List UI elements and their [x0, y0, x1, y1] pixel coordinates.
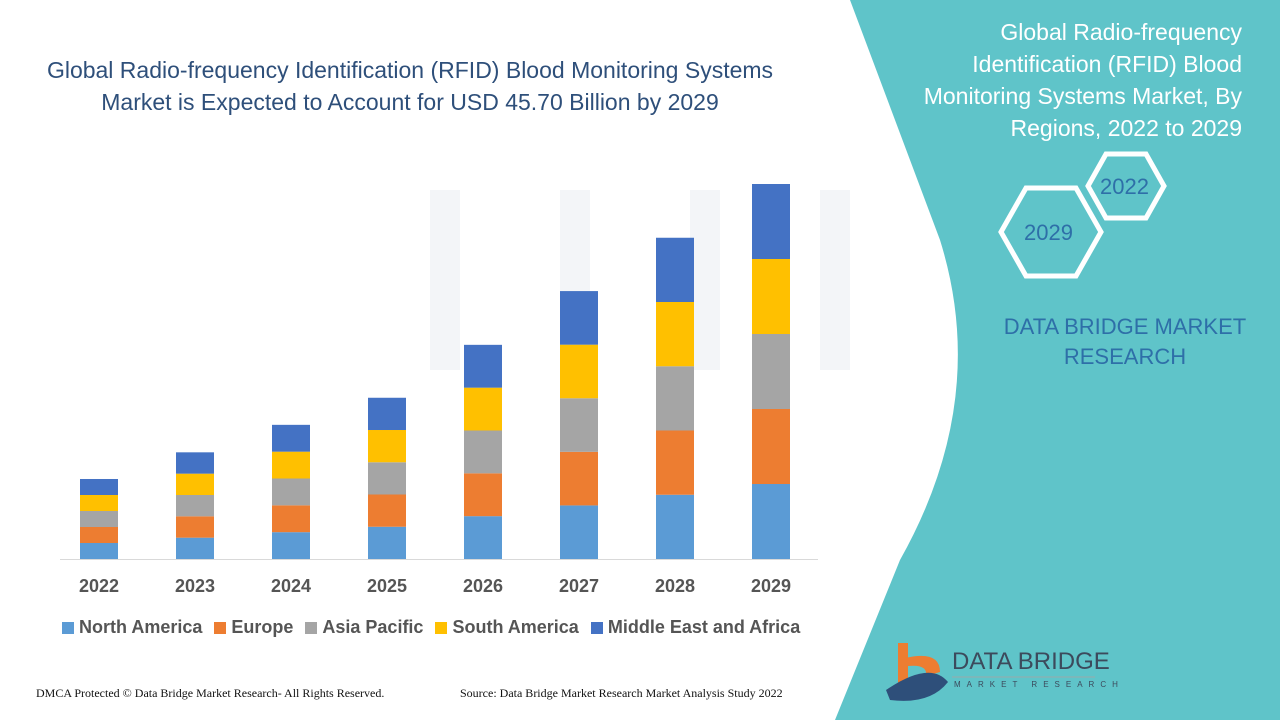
- bar-segment: [464, 344, 502, 388]
- legend-item: Middle East and Africa: [590, 617, 801, 638]
- x-tick-label: 2027: [559, 576, 599, 596]
- hex-label-start: 2022: [1100, 174, 1149, 199]
- bar-segment: [656, 237, 694, 302]
- bar-segment: [80, 526, 118, 543]
- legend-swatch: [62, 621, 74, 634]
- hex-label-end: 2029: [1024, 220, 1073, 245]
- bar-segment: [272, 424, 310, 452]
- bar-segment: [656, 494, 694, 559]
- bar-segment: [80, 494, 118, 511]
- bar-segment: [368, 397, 406, 431]
- bar-segment: [368, 494, 406, 527]
- logo-subtitle: MARKET RESEARCH: [954, 680, 1124, 689]
- bar-segment: [752, 259, 790, 334]
- bar-segment: [368, 462, 406, 495]
- legend-item: South America: [435, 617, 579, 638]
- side-panel: [835, 0, 1280, 720]
- x-tick-label: 2024: [271, 576, 311, 596]
- brand-text: DATA BRIDGE MARKET RESEARCH: [1003, 314, 1247, 369]
- bar-segment: [176, 516, 214, 538]
- x-tick-label: 2022: [79, 576, 119, 596]
- bar-segment: [80, 478, 118, 495]
- bar-segment: [560, 344, 598, 399]
- bar-segment: [560, 505, 598, 559]
- bar-segment: [176, 537, 214, 559]
- side-panel-title: Global Radio-frequency Identification (R…: [923, 19, 1242, 141]
- page-title: Global Radio-frequency Identification (R…: [46, 57, 774, 115]
- x-tick-label: 2029: [751, 576, 791, 596]
- watermark: [430, 190, 850, 370]
- bar-segment: [656, 301, 694, 367]
- bar-segment: [176, 494, 214, 517]
- footer-copyright: DMCA Protected © Data Bridge Market Rese…: [36, 686, 385, 700]
- x-tick-label: 2026: [463, 576, 503, 596]
- bar-segment: [464, 387, 502, 431]
- legend-item: North America: [62, 617, 202, 638]
- legend-swatch: [305, 621, 318, 634]
- legend-label: Europe: [231, 617, 294, 637]
- legend-item: Europe: [214, 617, 293, 638]
- bar-segment: [368, 430, 406, 463]
- legend-item: Asia Pacific: [305, 617, 423, 638]
- bar-segment: [464, 473, 502, 517]
- legend-swatch: [214, 621, 227, 634]
- legend: North America Europe Asia Pacific South Ame…: [62, 617, 800, 638]
- footer-source: Source: Data Bridge Market Research Mark…: [460, 686, 783, 700]
- legend-swatch: [435, 621, 448, 634]
- bar-segment: [464, 516, 502, 559]
- bar-segment: [272, 532, 310, 559]
- bar-segment: [752, 334, 790, 409]
- bar-segment: [80, 542, 118, 559]
- hexagon-2022: [1085, 151, 1167, 221]
- x-tick-label: 2025: [367, 576, 407, 596]
- bar-segment: [80, 510, 118, 527]
- x-tick-label: 2028: [655, 576, 695, 596]
- bar-segment: [272, 505, 310, 533]
- bar-segment: [272, 451, 310, 479]
- legend-label: Middle East and Africa: [607, 617, 801, 637]
- bar-segment: [464, 430, 502, 474]
- bar-segment: [656, 430, 694, 495]
- legend-label: North America: [79, 617, 203, 637]
- hexagon-2029: [998, 185, 1104, 279]
- bar-segment: [176, 452, 214, 474]
- bar-segment: [752, 484, 790, 559]
- bar-segment: [560, 291, 598, 345]
- bar-segment: [560, 451, 598, 506]
- legend-label: Asia Pacific: [322, 617, 424, 637]
- bar-segment: [368, 526, 406, 559]
- x-tick-label: 2023: [175, 576, 215, 596]
- chart: 2022 2023 2024 2025 2026 2027 2028 2029: [60, 184, 818, 596]
- legend-swatch: [590, 621, 603, 634]
- legend-label: South America: [452, 617, 579, 637]
- bar-segment: [752, 409, 790, 484]
- logo-mark: [886, 643, 948, 701]
- bar-segment: [560, 398, 598, 452]
- logo-name: DATA BRIDGE: [952, 648, 1110, 675]
- bar-segment: [176, 473, 214, 495]
- bar-segment: [272, 478, 310, 506]
- bar-segment: [752, 184, 790, 259]
- bar-segment: [656, 366, 694, 431]
